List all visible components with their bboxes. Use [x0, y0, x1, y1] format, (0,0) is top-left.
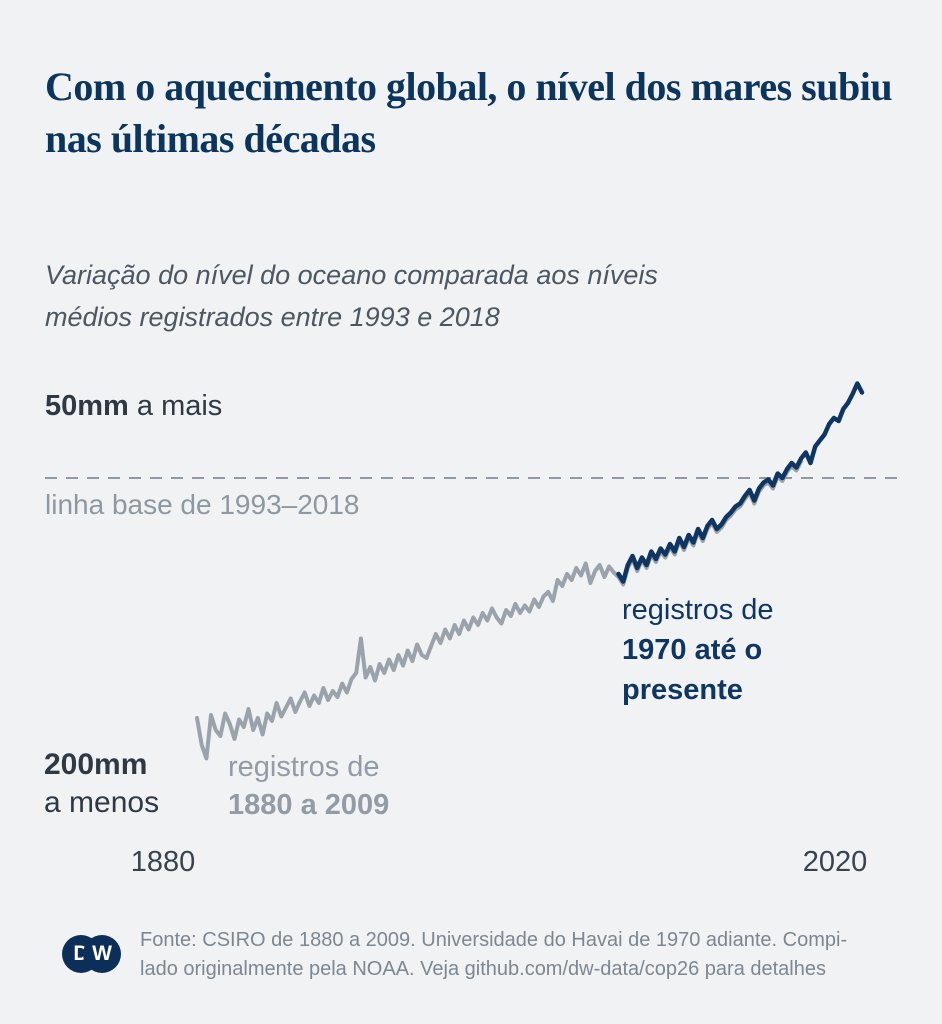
- series-label-gray: registros de 1880 a 2009: [228, 748, 389, 825]
- annotation-50mm: 50mm a mais: [45, 390, 222, 423]
- series-label-navy: registros de 1970 até o presente: [622, 590, 774, 710]
- page-title: Com o aquecimento global, o nível dos ma…: [45, 63, 893, 161]
- annotation-200mm-value: 200mm: [44, 748, 148, 781]
- series-label-navy-line3: presente: [622, 674, 743, 707]
- baseline-label: linha base de 1993–2018: [45, 489, 360, 520]
- x-axis-tick-2020: 2020: [802, 846, 868, 878]
- series-label-navy-line1: registros de: [622, 594, 774, 626]
- series-label-gray-line1: registros de: [228, 751, 380, 783]
- footer: D W Fonte: CSIRO de 1880 a 2009. Univers…: [0, 920, 942, 1024]
- source-note-line1: Fonte: CSIRO de 1880 a 2009. Universidad…: [140, 929, 848, 951]
- series-line-1970-present: [616, 381, 865, 584]
- series-label-gray-line2: 1880 a 2009: [228, 789, 390, 822]
- series-label-navy-line2: 1970 até o: [622, 634, 763, 667]
- dw-logo: D W: [62, 935, 121, 973]
- annotation-50mm-value: 50mm: [45, 390, 129, 422]
- source-note-line2: lado originalmente pela NOAA. Veja githu…: [140, 958, 826, 980]
- source-note: Fonte: CSIRO de 1880 a 2009. Universidad…: [140, 926, 930, 984]
- chart-subtitle: Variação do nível do oceano comparada ao…: [45, 260, 658, 332]
- dw-logo-w-icon: W: [83, 935, 121, 973]
- annotation-200mm-suffix: a menos: [44, 785, 160, 819]
- x-axis-tick-1880: 1880: [130, 846, 196, 878]
- annotation-50mm-suffix: a mais: [128, 390, 223, 422]
- annotation-200mm: 200mm a menos: [44, 746, 159, 822]
